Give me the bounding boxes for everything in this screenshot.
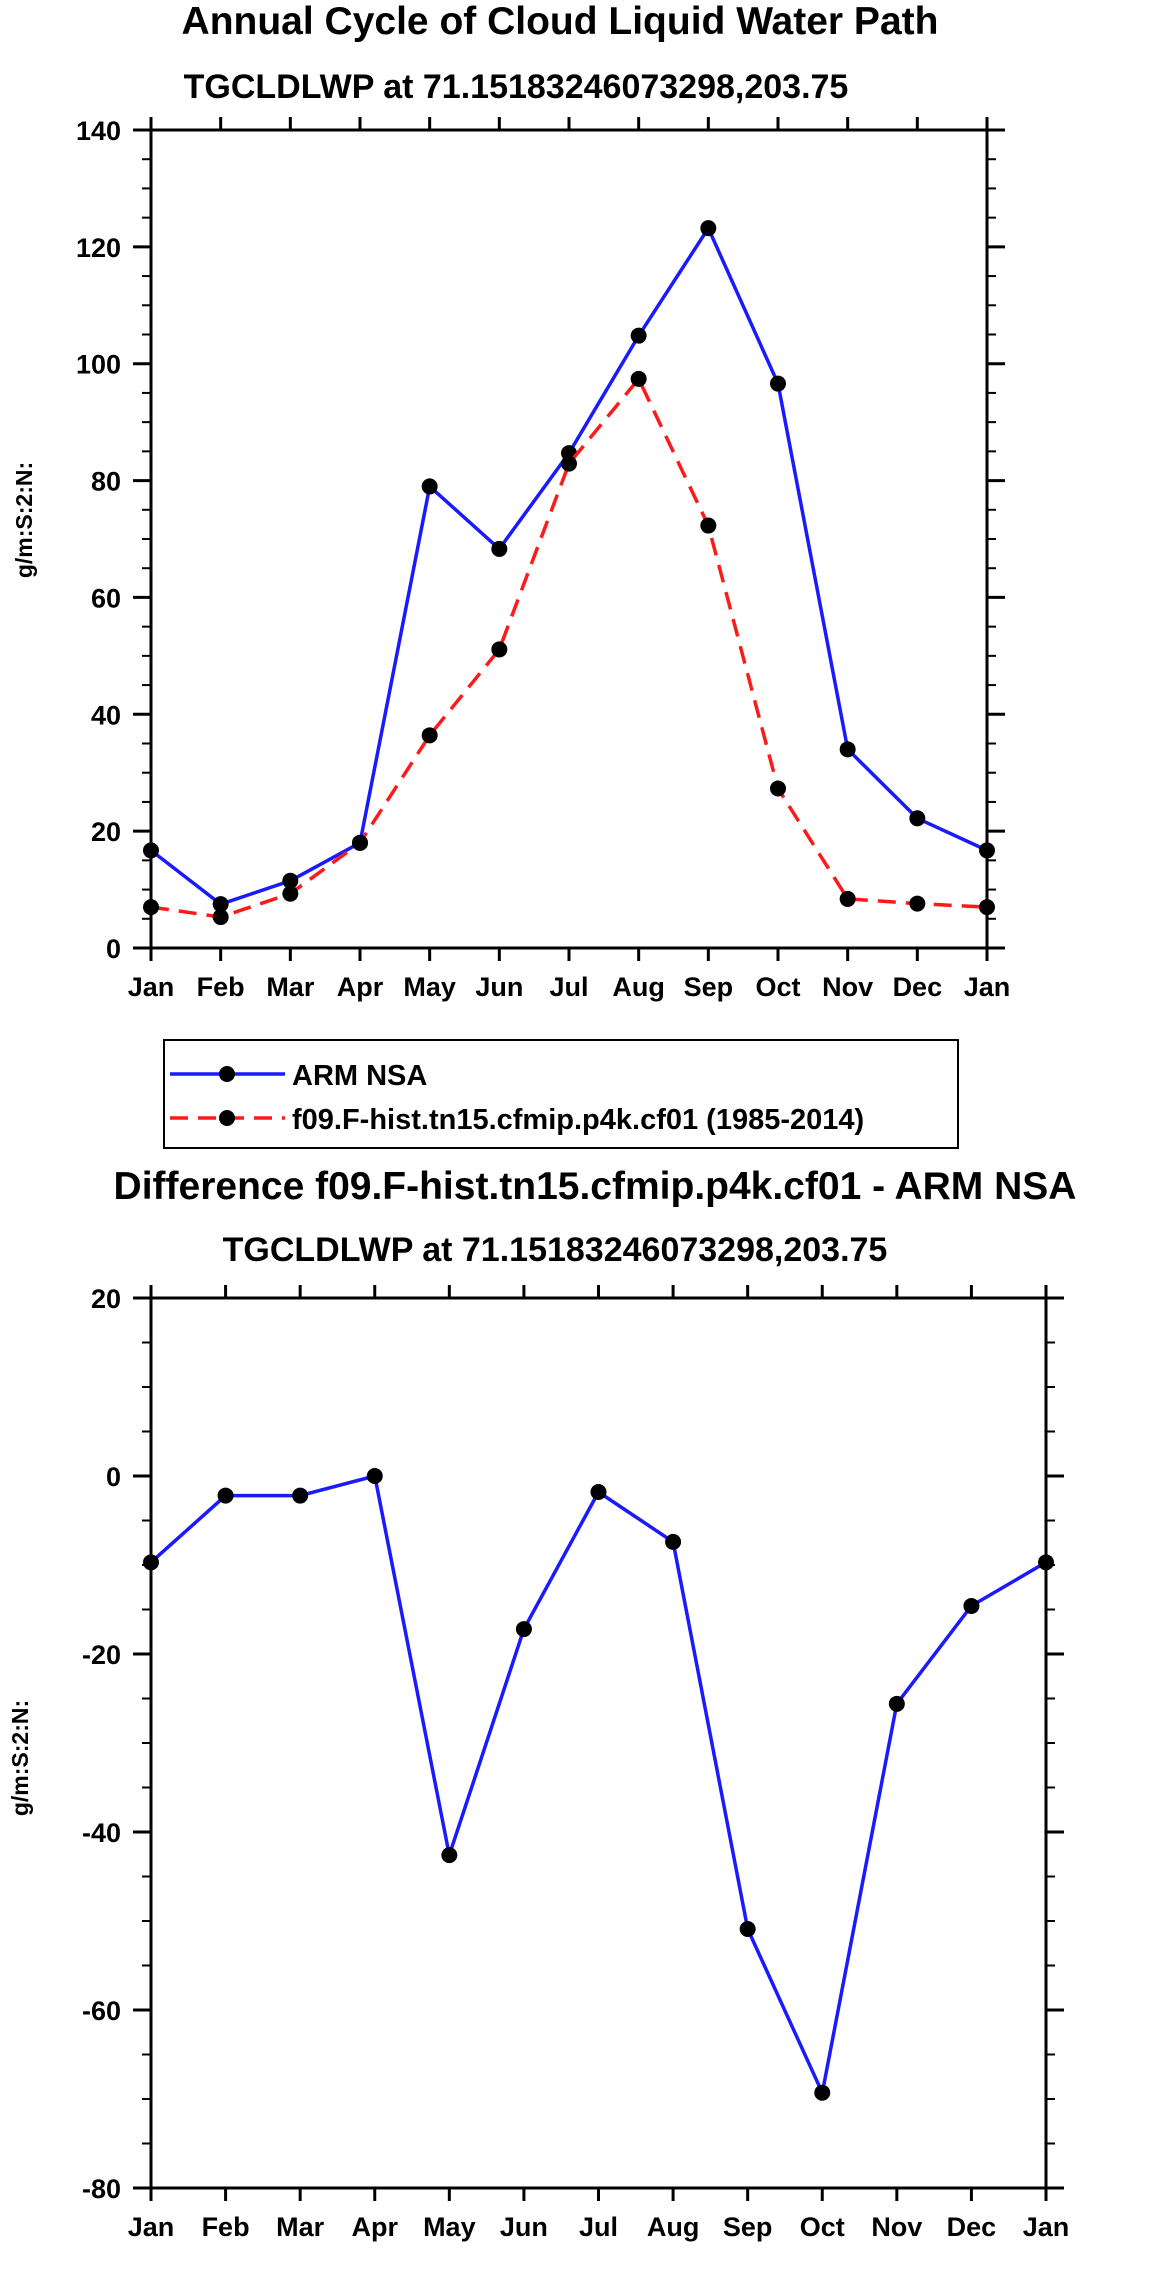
top-chart-x-tick-label: May: [403, 972, 456, 1002]
bottom-chart-x-tick-label: Jan: [1023, 2212, 1070, 2242]
legend-marker-arm-nsa: [219, 1066, 235, 1082]
bottom-chart-data-point: [665, 1533, 682, 1550]
top-chart-x-tick-label: Jan: [964, 972, 1011, 1002]
top-chart-data-point: [421, 727, 438, 744]
top-plot-area: Jan Feb Mar Apr May Jun Jul Aug Sep Oct Nov Dec Jan0…: [76, 116, 1010, 1002]
top-chart-y-tick-label: 100: [76, 350, 121, 380]
top-chart-y-tick-label: 40: [91, 700, 121, 730]
bottom-chart-data-point: [814, 2084, 831, 2101]
top-y-axis-label: g/m:S:2:N:: [11, 462, 37, 578]
top-chart-x-tick-label: Apr: [337, 972, 384, 1002]
top-chart-y-tick-label: 140: [76, 116, 121, 146]
top-chart-x-tick-label: Nov: [822, 972, 873, 1002]
legend-entry-arm-nsa: ARM NSA: [292, 1060, 427, 1092]
bottom-chart-title: Difference f09.F-hist.tn15.cfmip.p4k.cf0…: [114, 1165, 1077, 1208]
legend-marker-model: [219, 1110, 235, 1126]
top-chart-x-tick-label: Oct: [755, 972, 800, 1002]
top-chart-data-point: [561, 455, 577, 472]
top-chart-data-point: [979, 842, 995, 859]
top-chart-data-point: [839, 741, 856, 758]
bottom-chart-x-tick-label: Sep: [723, 2212, 773, 2242]
top-chart-data-point: [630, 327, 647, 344]
legend-entry-model: f09.F-hist.tn15.cfmip.p4k.cf01 (1985-201…: [292, 1104, 864, 1136]
bottom-chart-x-tick-label: Jun: [500, 2212, 548, 2242]
bottom-chart-y-tick-label: -60: [82, 1996, 121, 2026]
bottom-plot-area: Jan Feb Mar Apr May Jun Jul Aug Sep Oct Nov Dec Jan-…: [82, 1284, 1069, 2242]
top-chart-y-tick-label: 120: [76, 233, 121, 263]
bottom-chart-x-tick-label: Aug: [647, 2212, 699, 2242]
bottom-chart-y-tick-label: -80: [82, 2174, 121, 2204]
top-chart-series-line-0: [149, 226, 988, 906]
top-chart-data-point: [282, 885, 299, 902]
top-chart-x-tick-label: Feb: [197, 972, 245, 1002]
top-chart-y-tick-label: 20: [91, 817, 121, 847]
top-chart-x-tick-label: Aug: [612, 972, 664, 1002]
top-chart-data-point: [770, 780, 786, 797]
bottom-chart-x-tick-label: Oct: [800, 2212, 845, 2242]
top-chart-y-tick-label: 0: [106, 934, 121, 964]
top-chart-x-tick-label: Jan: [128, 972, 175, 1002]
top-chart-data-point: [282, 872, 299, 889]
top-chart-data-point: [491, 641, 508, 658]
bottom-chart-y-tick-label: -20: [82, 1640, 121, 1670]
top-chart-data-point: [212, 896, 229, 913]
bottom-chart-x-tick-label: Feb: [202, 2212, 250, 2242]
bottom-y-axis-label: g/m:S:2:N:: [7, 1700, 33, 1816]
top-chart-x-tick-label: Mar: [266, 972, 315, 1002]
top-chart-title: Annual Cycle of Cloud Liquid Water Path: [182, 0, 939, 43]
top-chart-data-point: [909, 810, 926, 827]
bottom-chart-data-point: [441, 1847, 458, 1864]
top-chart-data-point: [630, 370, 647, 387]
bottom-chart-y-tick-label: 20: [91, 1284, 121, 1314]
top-chart-data-point: [143, 842, 159, 859]
top-chart-data-point: [839, 890, 856, 907]
legend-box: [163, 1039, 959, 1149]
top-chart-data-point: [770, 375, 786, 392]
top-chart-data-point: [212, 909, 229, 926]
bottom-chart-x-tick-label: Jul: [579, 2212, 618, 2242]
bottom-chart-x-tick-label: Apr: [352, 2212, 399, 2242]
bottom-chart-y-tick-label: -40: [82, 1818, 121, 1848]
bottom-chart-data-point: [590, 1484, 607, 1501]
top-chart-data-point: [979, 899, 995, 916]
top-chart-data-point: [700, 220, 717, 237]
bottom-chart-series-line-0: [149, 1474, 1047, 2095]
bottom-chart-data-point: [888, 1695, 905, 1712]
top-chart-data-point: [909, 895, 926, 912]
top-chart-data-point: [491, 540, 508, 557]
top-chart-data-point: [700, 517, 717, 534]
bottom-chart-y-tick-label: 0: [106, 1462, 121, 1492]
bottom-chart-data-point: [963, 1597, 980, 1614]
top-chart-data-point: [352, 834, 368, 851]
bottom-chart-data-point: [217, 1487, 234, 1504]
top-chart-y-tick-label: 80: [91, 467, 121, 497]
bottom-chart-data-point: [292, 1487, 309, 1504]
top-chart-x-tick-label: Jul: [549, 972, 588, 1002]
bottom-chart-x-tick-label: Dec: [947, 2212, 997, 2242]
bottom-chart-x-tick-label: Nov: [871, 2212, 922, 2242]
top-chart-y-tick-label: 60: [91, 583, 121, 613]
bottom-chart-x-tick-label: Mar: [276, 2212, 325, 2242]
top-chart-x-tick-label: Sep: [684, 972, 734, 1002]
bottom-chart-data-point: [739, 1921, 756, 1938]
bottom-chart-frame: [149, 1296, 1048, 2190]
bottom-chart-x-tick-label: Jan: [128, 2212, 175, 2242]
bottom-chart-x-tick-label: May: [423, 2212, 476, 2242]
top-chart-frame: [149, 128, 989, 950]
bottom-chart-data-point: [366, 1468, 383, 1484]
top-chart-x-tick-label: Dec: [893, 972, 943, 1002]
bottom-chart-data-point: [1038, 1554, 1054, 1571]
bottom-chart-data-point: [515, 1621, 532, 1638]
bottom-chart-subtitle: TGCLDLWP at 71.15183246073298,203.75: [223, 1231, 888, 1269]
legend: ARM NSA f09.F-hist.tn15.cfmip.p4k.cf01 (…: [163, 1039, 959, 1149]
top-chart-subtitle: TGCLDLWP at 71.15183246073298,203.75: [184, 68, 849, 106]
top-chart-data-point: [421, 478, 438, 495]
top-chart-data-point: [143, 899, 159, 916]
bottom-chart-data-point: [143, 1554, 159, 1571]
top-chart-x-tick-label: Jun: [475, 972, 523, 1002]
